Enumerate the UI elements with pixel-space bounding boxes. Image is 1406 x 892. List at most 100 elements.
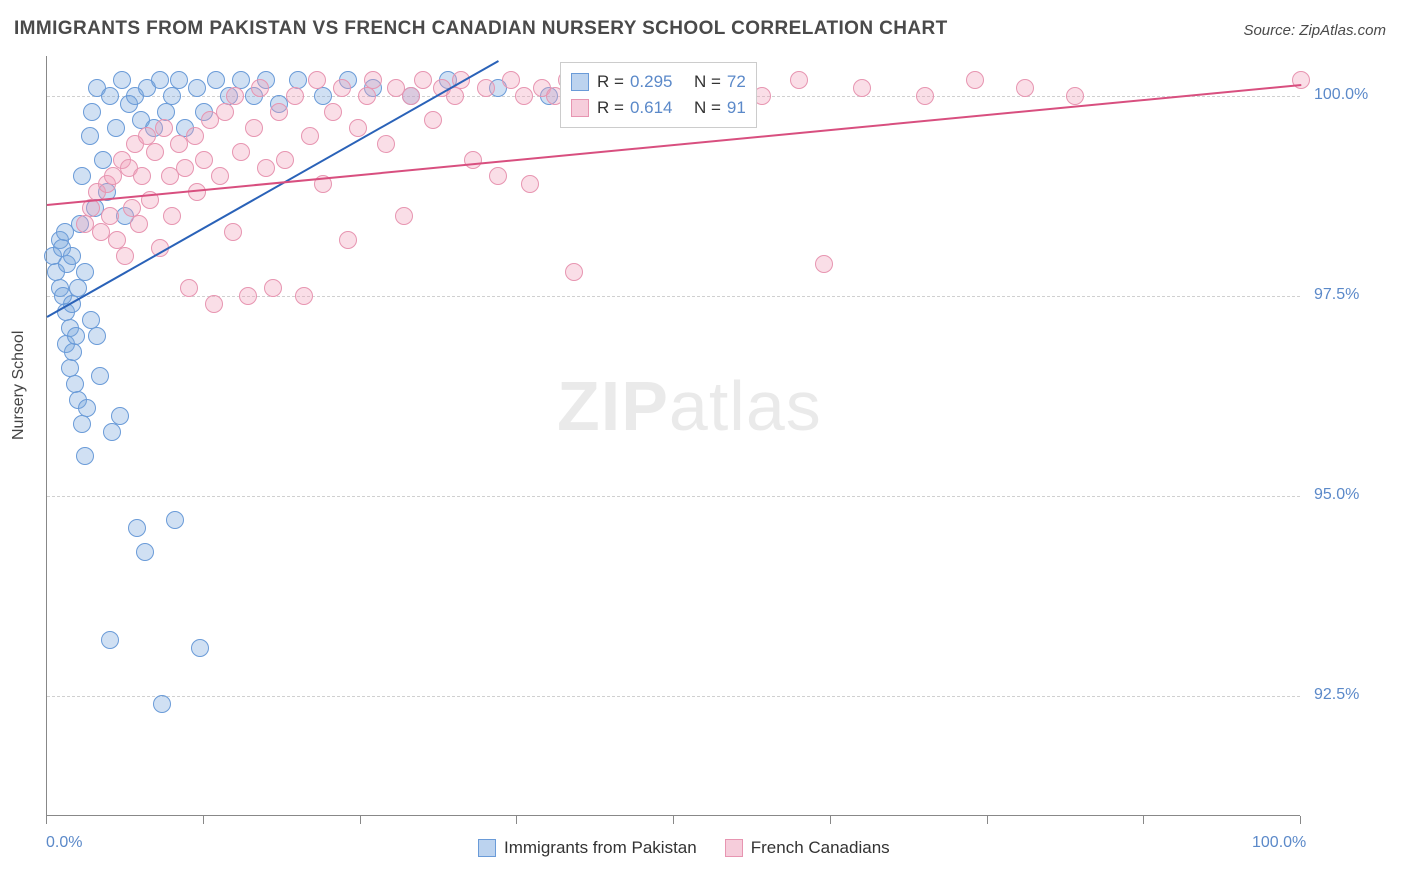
data-point-french_canadian: [349, 119, 367, 137]
data-point-french_canadian: [264, 279, 282, 297]
x-tick-label-max: 100.0%: [1252, 834, 1306, 852]
data-point-french_canadian: [565, 263, 583, 281]
data-point-french_canadian: [515, 87, 533, 105]
source-attribution[interactable]: Source: ZipAtlas.com: [1243, 22, 1386, 39]
data-point-french_canadian: [270, 103, 288, 121]
data-point-french_canadian: [424, 111, 442, 129]
x-tick: [830, 816, 831, 824]
data-point-pakistan: [151, 71, 169, 89]
y-axis-label: Nursery School: [10, 331, 28, 440]
x-tick: [516, 816, 517, 824]
data-point-french_canadian: [308, 71, 326, 89]
x-tick-label-min: 0.0%: [46, 834, 82, 852]
data-point-french_canadian: [101, 207, 119, 225]
x-tick: [987, 816, 988, 824]
data-point-french_canadian: [364, 71, 382, 89]
y-tick-label: 97.5%: [1314, 286, 1359, 304]
data-point-pakistan: [166, 511, 184, 529]
x-tick: [360, 816, 361, 824]
data-point-pakistan: [207, 71, 225, 89]
data-point-french_canadian: [276, 151, 294, 169]
watermark-bold: ZIP: [557, 367, 669, 445]
legend-swatch-pakistan: [478, 839, 496, 857]
data-point-french_canadian: [76, 215, 94, 233]
data-point-pakistan: [136, 543, 154, 561]
data-point-pakistan: [81, 127, 99, 145]
stats-legend-row-pakistan: R = 0.295 N = 72: [571, 69, 746, 95]
legend-stats-pakistan: R = 0.295 N = 72: [597, 72, 746, 92]
data-point-french_canadian: [815, 255, 833, 273]
data-point-french_canadian: [339, 231, 357, 249]
gridline: [47, 296, 1300, 297]
series-legend-label-french_canadian: French Canadians: [751, 838, 890, 858]
data-point-french_canadian: [257, 159, 275, 177]
data-point-pakistan: [63, 247, 81, 265]
x-tick: [1143, 816, 1144, 824]
data-point-french_canadian: [133, 167, 151, 185]
data-point-french_canadian: [116, 247, 134, 265]
data-point-pakistan: [91, 367, 109, 385]
data-point-pakistan: [101, 87, 119, 105]
gridline: [47, 496, 1300, 497]
legend-stats-french_canadian: R = 0.614 N = 91: [597, 98, 746, 118]
stats-legend-row-french_canadian: R = 0.614 N = 91: [571, 95, 746, 121]
data-point-pakistan: [78, 399, 96, 417]
data-point-pakistan: [83, 103, 101, 121]
data-point-french_canadian: [324, 103, 342, 121]
stats-legend: R = 0.295 N = 72 R = 0.614 N = 91: [560, 62, 757, 128]
data-point-french_canadian: [163, 207, 181, 225]
series-legend-label-pakistan: Immigrants from Pakistan: [504, 838, 697, 858]
y-tick-label: 92.5%: [1314, 686, 1359, 704]
data-point-pakistan: [76, 263, 94, 281]
data-point-french_canadian: [521, 175, 539, 193]
data-point-french_canadian: [186, 127, 204, 145]
data-point-french_canadian: [286, 87, 304, 105]
data-point-french_canadian: [239, 287, 257, 305]
data-point-pakistan: [188, 79, 206, 97]
legend-swatch-french_canadian: [571, 99, 589, 117]
data-point-french_canadian: [216, 103, 234, 121]
data-point-french_canadian: [170, 135, 188, 153]
data-point-pakistan: [88, 327, 106, 345]
data-point-french_canadian: [251, 79, 269, 97]
data-point-pakistan: [73, 167, 91, 185]
data-point-french_canadian: [790, 71, 808, 89]
data-point-pakistan: [67, 327, 85, 345]
x-tick: [673, 816, 674, 824]
data-point-french_canadian: [1066, 87, 1084, 105]
data-point-french_canadian: [377, 135, 395, 153]
y-tick-label: 100.0%: [1314, 86, 1368, 104]
data-point-pakistan: [111, 407, 129, 425]
x-tick: [46, 816, 47, 824]
data-point-french_canadian: [477, 79, 495, 97]
series-legend-item-french_canadian: French Canadians: [725, 835, 890, 861]
chart-title: IMMIGRANTS FROM PAKISTAN VS FRENCH CANAD…: [14, 18, 948, 40]
chart-container: IMMIGRANTS FROM PAKISTAN VS FRENCH CANAD…: [0, 0, 1406, 892]
data-point-french_canadian: [92, 223, 110, 241]
legend-swatch-french_canadian: [725, 839, 743, 857]
data-point-pakistan: [107, 119, 125, 137]
data-point-french_canadian: [916, 87, 934, 105]
series-legend-item-pakistan: Immigrants from Pakistan: [478, 835, 697, 861]
data-point-french_canadian: [195, 151, 213, 169]
data-point-french_canadian: [1016, 79, 1034, 97]
data-point-pakistan: [153, 695, 171, 713]
data-point-french_canadian: [966, 71, 984, 89]
data-point-pakistan: [128, 519, 146, 537]
data-point-french_canadian: [464, 151, 482, 169]
watermark-light: atlas: [669, 367, 822, 445]
data-point-french_canadian: [211, 167, 229, 185]
data-point-french_canadian: [176, 159, 194, 177]
data-point-pakistan: [289, 71, 307, 89]
data-point-french_canadian: [295, 287, 313, 305]
data-point-french_canadian: [414, 71, 432, 89]
data-point-french_canadian: [489, 167, 507, 185]
data-point-pakistan: [314, 87, 332, 105]
watermark: ZIPatlas: [557, 366, 822, 446]
x-tick: [1300, 816, 1301, 824]
series-legend: Immigrants from Pakistan French Canadians: [478, 835, 890, 861]
data-point-french_canadian: [205, 295, 223, 313]
data-point-french_canadian: [502, 71, 520, 89]
data-point-french_canadian: [245, 119, 263, 137]
data-point-pakistan: [101, 631, 119, 649]
